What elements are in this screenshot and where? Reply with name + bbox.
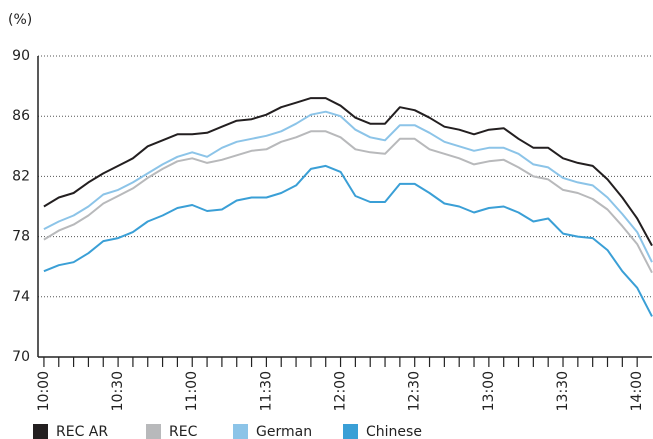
x-tick-label: 14:00 (629, 371, 645, 411)
legend-swatch (343, 424, 358, 439)
y-tick-label: 82 (12, 168, 30, 184)
series-line (43, 97, 653, 247)
y-axis-label: (%) (8, 12, 32, 28)
x-tick-label: 10:30 (110, 371, 126, 411)
x-tick-label: 12:30 (407, 371, 423, 411)
y-tick-label: 86 (12, 108, 30, 124)
series-line (43, 110, 653, 263)
legend-swatch (33, 424, 48, 439)
legend-swatch (233, 424, 248, 439)
legend-label: Chinese (366, 424, 422, 439)
legend-swatch (146, 424, 161, 439)
series-line (43, 130, 653, 274)
x-tick-label: 11:30 (258, 371, 274, 411)
x-tick-label: 10:00 (36, 371, 52, 411)
y-tick-label: 78 (12, 229, 30, 245)
y-tick-label: 74 (12, 289, 30, 305)
legend-label: REC AR (56, 424, 108, 439)
y-tick-label: 90 (12, 48, 30, 64)
x-tick-label: 12:00 (333, 371, 349, 411)
legend-label: REC (169, 424, 198, 439)
x-tick-label: 13:30 (555, 371, 571, 411)
x-tick-label: 11:00 (184, 371, 200, 411)
x-tick-label: 13:00 (481, 371, 497, 411)
series-line (43, 164, 653, 317)
legend-label: German (256, 424, 312, 439)
y-tick-label: 70 (12, 349, 30, 365)
